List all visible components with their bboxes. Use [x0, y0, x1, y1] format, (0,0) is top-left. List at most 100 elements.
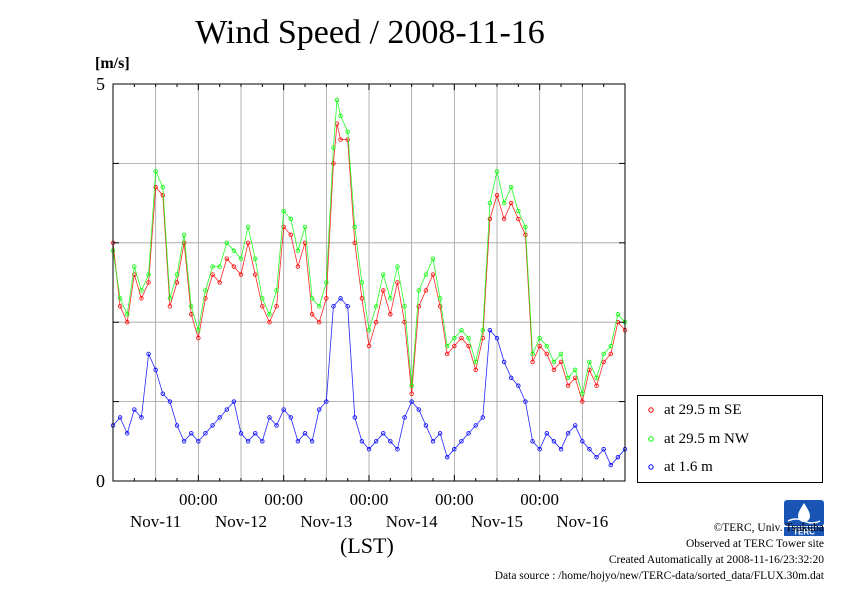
- data-point-0: [210, 272, 215, 277]
- data-point-2: [274, 423, 279, 428]
- data-point-2: [359, 439, 365, 444]
- data-point-0: [373, 320, 379, 325]
- legend-label-1-6m: at 1.6 m: [664, 458, 713, 475]
- data-point-0: [594, 383, 599, 388]
- data-point-0: [580, 399, 585, 404]
- data-point-1: [388, 296, 393, 301]
- data-point-2: [416, 407, 421, 412]
- data-point-0: [253, 272, 258, 277]
- data-point-2: [366, 447, 372, 452]
- data-point-1: [231, 248, 237, 253]
- data-point-2: [544, 431, 549, 436]
- data-point-2: [381, 431, 386, 436]
- data-point-1: [501, 200, 507, 206]
- credits-block: ©TERC, Univ. Tsukuba Observed at TERC To…: [495, 520, 824, 584]
- data-point-0: [473, 367, 478, 373]
- x-date-label: Nov-12: [215, 512, 267, 531]
- data-point-1: [295, 248, 301, 253]
- legend-item-nw: at 29.5 m NW: [644, 428, 749, 450]
- data-point-0: [238, 272, 244, 277]
- data-point-0: [125, 320, 130, 325]
- grid: [113, 84, 625, 481]
- data-point-1: [196, 327, 201, 333]
- data-point-2: [160, 391, 165, 396]
- data-point-2: [594, 454, 599, 460]
- data-point-0: [565, 383, 571, 388]
- data-point-2: [452, 447, 457, 452]
- x-time-label: 00:00: [350, 490, 389, 509]
- data-point-2: [288, 415, 293, 420]
- credit-created: Created Automatically at 2008-11-16/23:3…: [608, 554, 824, 566]
- x-time-label: 00:00: [264, 490, 303, 509]
- data-point-2: [580, 439, 585, 444]
- data-point-2: [324, 399, 329, 404]
- legend-label-se: at 29.5 m SE: [664, 401, 742, 418]
- data-point-1: [516, 208, 521, 214]
- data-point-2: [565, 431, 571, 436]
- data-point-2: [117, 415, 123, 420]
- data-point-2: [551, 439, 557, 444]
- data-point-1: [224, 240, 229, 245]
- data-point-1: [608, 343, 613, 349]
- data-point-0: [558, 359, 564, 365]
- data-point-2: [345, 304, 350, 309]
- data-point-2: [487, 327, 493, 333]
- data-point-0: [359, 296, 365, 301]
- data-point-2: [267, 415, 272, 420]
- data-point-2: [530, 439, 535, 444]
- data-point-1: [402, 304, 407, 309]
- data-point-2: [466, 431, 471, 436]
- data-point-0: [196, 335, 201, 341]
- x-date-label: Nov-14: [386, 512, 438, 531]
- data-point-0: [573, 375, 578, 380]
- series-lines: [110, 97, 628, 468]
- data-point-2: [537, 447, 542, 452]
- series-line-1: [112, 99, 626, 396]
- data-point-1: [352, 224, 357, 230]
- data-point-1: [601, 351, 606, 357]
- data-point-2: [253, 431, 258, 436]
- data-point-2: [409, 399, 414, 404]
- data-point-1: [466, 335, 471, 341]
- data-point-0: [423, 288, 429, 293]
- data-point-2: [587, 447, 592, 452]
- data-point-1: [359, 280, 365, 285]
- data-point-2: [402, 415, 407, 420]
- data-point-1: [445, 343, 450, 349]
- x-time-label: 00:00: [179, 490, 218, 509]
- data-point-0: [466, 343, 471, 349]
- axis-labels: 0 5 00:00 00:00 00:00 00:00 00:00 Nov-11 Nov-12 N…: [96, 74, 608, 531]
- data-point-1: [132, 264, 137, 269]
- data-point-2: [445, 454, 450, 460]
- data-point-1: [181, 232, 187, 238]
- data-point-2: [501, 359, 507, 365]
- data-point-1: [494, 169, 500, 174]
- data-point-0: [544, 351, 549, 357]
- data-point-0: [409, 391, 414, 396]
- data-point-2: [196, 439, 201, 444]
- data-point-2: [523, 399, 528, 404]
- data-point-0: [345, 137, 350, 142]
- data-point-1: [487, 200, 493, 206]
- data-point-2: [480, 415, 485, 420]
- data-point-2: [302, 431, 308, 436]
- data-point-2: [238, 431, 244, 436]
- data-point-0: [174, 280, 180, 285]
- data-point-0: [324, 296, 329, 301]
- data-point-0: [309, 312, 315, 317]
- data-point-1: [274, 288, 279, 293]
- data-point-1: [139, 288, 144, 293]
- data-point-1: [587, 359, 592, 365]
- data-point-2: [331, 304, 336, 309]
- data-point-2: [174, 423, 180, 428]
- data-point-1: [366, 327, 372, 333]
- data-point-0: [224, 256, 229, 261]
- data-point-1: [459, 327, 464, 333]
- data-point-1: [381, 272, 386, 277]
- legend-item-se: at 29.5 m SE: [644, 399, 742, 421]
- data-point-2: [245, 439, 251, 444]
- data-point-2: [260, 439, 265, 444]
- data-point-2: [231, 399, 237, 404]
- data-point-1: [260, 296, 265, 301]
- data-point-0: [245, 240, 251, 245]
